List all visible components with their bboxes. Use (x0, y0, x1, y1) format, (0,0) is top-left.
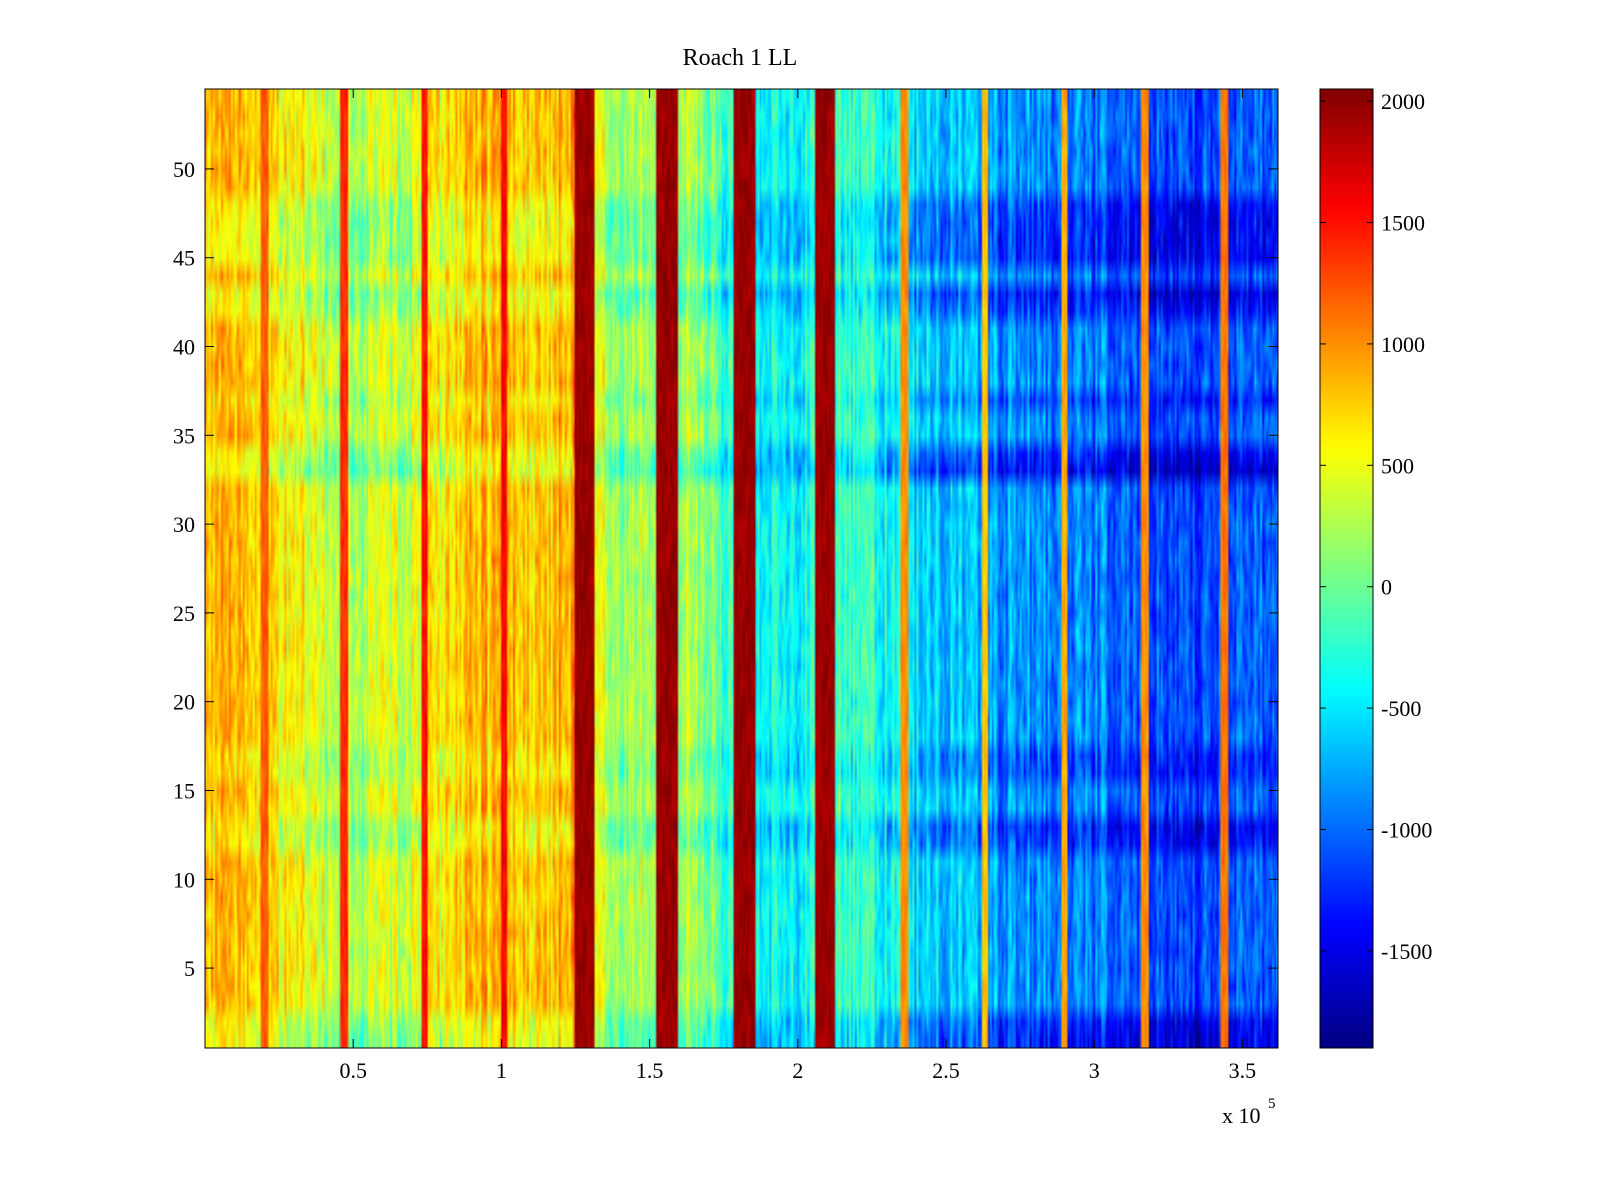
colorbar-tick-label: -1500 (1381, 939, 1432, 964)
x-tick-label: 2.5 (932, 1058, 960, 1083)
colorbar-frame (1319, 88, 1374, 1049)
x-multiplier-base: x 10 (1222, 1103, 1261, 1128)
heatmap-plot (205, 89, 1278, 1048)
colorbar-tick-label: 1500 (1381, 211, 1425, 236)
y-tick-label: 45 (173, 246, 195, 271)
colorbar-tick-label: -1000 (1381, 817, 1432, 842)
x-tick-label: 0.5 (339, 1058, 367, 1083)
x-tick-label: 2 (792, 1058, 803, 1083)
x-multiplier-exponent: 5 (1268, 1096, 1276, 1112)
y-tick-label: 25 (173, 601, 195, 626)
y-tick-label: 15 (173, 778, 195, 803)
chart-title: Roach 1 LL (683, 45, 798, 71)
colorbar-tick-label: 2000 (1381, 89, 1425, 114)
colorbar-tick-label: -500 (1381, 696, 1421, 721)
x-tick-label: 1.5 (636, 1058, 664, 1083)
y-tick-label: 20 (173, 690, 195, 715)
y-tick-label: 50 (173, 157, 195, 182)
x-tick-label: 3.5 (1229, 1058, 1257, 1083)
colorbar: -1500 -1000 -500 0 500 1000 1500 2000 (1319, 88, 1432, 1049)
y-tick-label: 30 (173, 512, 195, 537)
y-tick-label: 5 (184, 956, 195, 981)
x-axis-multiplier: x 10 5 (1222, 1096, 1276, 1128)
x-tick-label: 3 (1089, 1058, 1100, 1083)
y-tick-label: 10 (173, 867, 195, 892)
colorbar-ticks: -1500 -1000 -500 0 500 1000 1500 2000 (1320, 89, 1432, 964)
colorbar-tick-label: 1000 (1381, 332, 1425, 357)
y-tick-label: 40 (173, 335, 195, 360)
colorbar-image (1320, 89, 1373, 1048)
y-axis: 5 10 15 20 25 30 35 40 45 50 (173, 157, 1278, 981)
colorbar-tick-label: 0 (1381, 575, 1392, 600)
colorbar-tick-label: 500 (1381, 453, 1414, 478)
heatmap-image (205, 89, 1278, 1048)
x-axis: 0.5 1 1.5 2 2.5 3 3.5 (339, 89, 1256, 1083)
y-tick-label: 35 (173, 423, 195, 448)
x-tick-label: 1 (496, 1058, 507, 1083)
plot-frame (204, 88, 1279, 1049)
